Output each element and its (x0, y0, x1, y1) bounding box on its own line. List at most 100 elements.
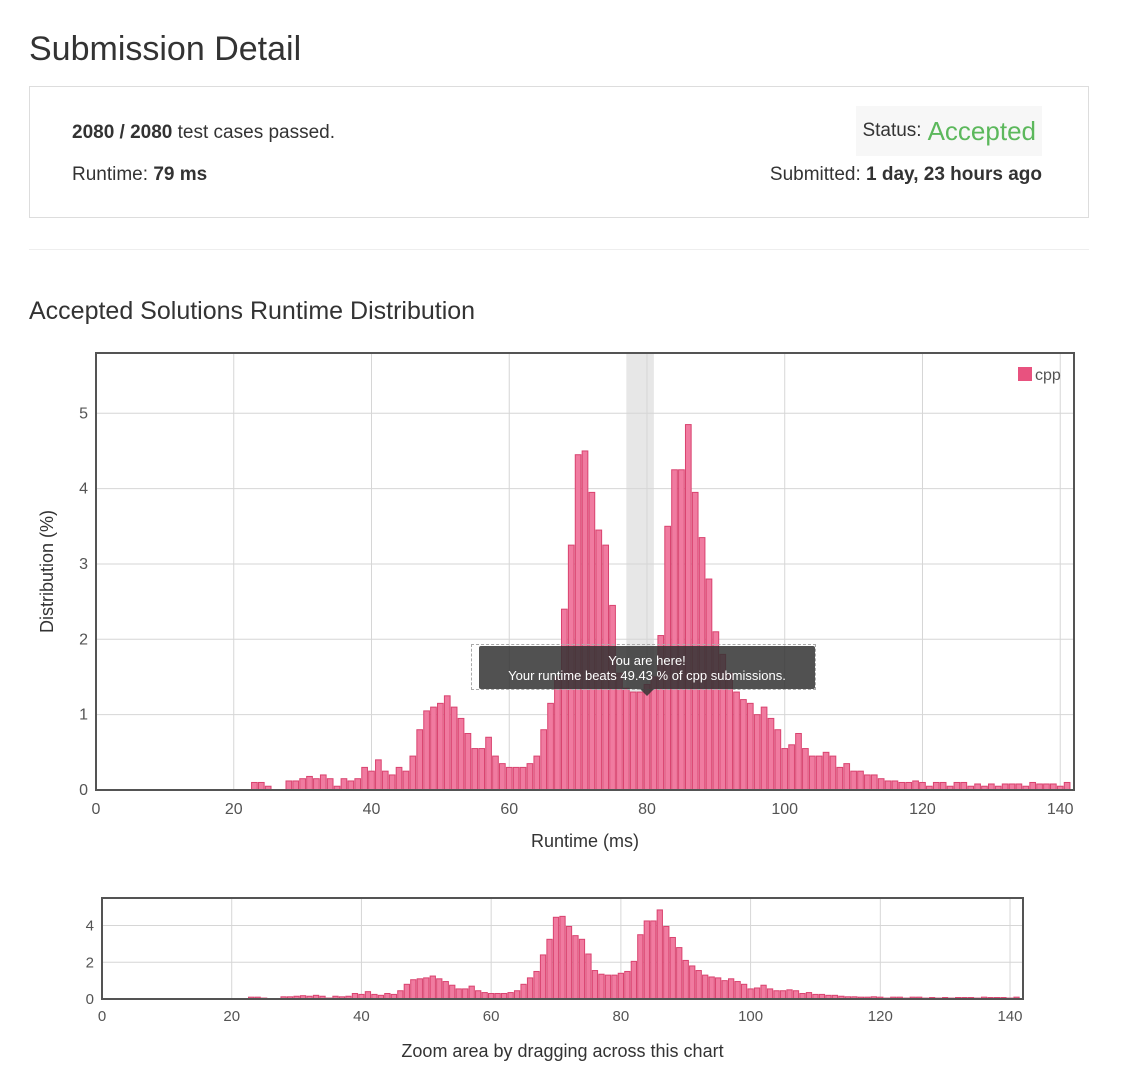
histogram-bar (257, 781, 265, 791)
x-tick-label: 20 (223, 1008, 240, 1025)
histogram-bar (774, 729, 782, 791)
histogram-bar (740, 699, 747, 791)
runtime-distribution-chart[interactable]: 0 20 40 60 80 100 120 140 0 1 2 3 4 5 Runtime (ms) Dist… (0, 340, 1124, 860)
status-block: Status: Accepted (856, 106, 1042, 156)
x-tick-label: 20 (225, 801, 243, 818)
histogram-bar (462, 988, 469, 1000)
histogram-bar (727, 978, 735, 1000)
histogram-bar (682, 959, 689, 1000)
x-tick-label: 60 (500, 801, 518, 818)
y-tick-label: 1 (79, 707, 88, 724)
histogram-bar (708, 976, 715, 1000)
histogram-bar (340, 778, 348, 791)
x-tick-label: 40 (363, 801, 381, 818)
histogram-bar (598, 973, 605, 1000)
histogram-bar (669, 936, 676, 1000)
histogram-bar (513, 990, 521, 1000)
histogram-bar (478, 748, 486, 791)
histogram-bar (581, 450, 589, 791)
test-cases-line: 2080 / 2080 test cases passed. (72, 122, 335, 144)
histogram-bar (611, 974, 618, 1000)
x-tick-label: 40 (353, 1008, 370, 1025)
histogram-bar (760, 984, 767, 1000)
histogram-bar (375, 759, 382, 791)
histogram-bar (678, 469, 685, 791)
histogram-bar (436, 978, 443, 1000)
plot-border (101, 897, 1024, 1000)
section-divider (29, 249, 1089, 250)
histogram-bar (960, 781, 968, 791)
histogram-bar (364, 991, 372, 1000)
x-tick-label: 80 (613, 1008, 630, 1025)
histogram-bar (455, 988, 462, 1000)
histogram-bar (953, 781, 961, 791)
histogram-bar (781, 748, 789, 791)
histogram-bar (829, 755, 837, 791)
submission-summary: 2080 / 2080 test cases passed. Runtime: … (29, 86, 1089, 218)
histogram-bar (630, 960, 637, 1000)
x-tick-label: 120 (868, 1008, 893, 1025)
histogram-bar (912, 780, 919, 791)
histogram-bar (533, 970, 540, 1000)
legend-label: cpp (1035, 367, 1061, 384)
histogram-bar (822, 751, 830, 791)
histogram-bar (368, 770, 375, 791)
histogram-bar (560, 608, 568, 791)
histogram-bar (919, 781, 926, 791)
histogram-bar (629, 691, 637, 791)
histogram-bar (636, 691, 644, 791)
histogram-bar (565, 925, 573, 1000)
histogram-bar (864, 774, 871, 791)
zoom-navigator-chart[interactable]: 0 20 40 60 80 100 120 140 0 2 4 Zoom area by draggi… (0, 885, 1124, 1070)
histogram-bar (485, 736, 492, 791)
y-tick-label: 4 (79, 481, 88, 498)
histogram-bar (361, 766, 368, 791)
histogram-bar (891, 780, 899, 791)
submitted-line: Submitted: 1 day, 23 hours ago (770, 164, 1042, 186)
y-tick-label: 4 (86, 918, 94, 935)
histogram-bar (715, 977, 722, 1000)
histogram-bar (306, 775, 313, 791)
histogram-bar (471, 748, 479, 791)
histogram-bar (656, 909, 663, 1000)
histogram-bar (779, 990, 787, 1000)
histogram-bar (857, 770, 864, 791)
histogram-bar (410, 979, 417, 1000)
histogram-bar (689, 965, 696, 1000)
histogram-bar (808, 755, 816, 791)
histogram-bar (650, 920, 657, 1000)
histogram-bar (786, 989, 793, 1000)
histogram-bar (540, 729, 548, 791)
histogram-bar (726, 672, 733, 791)
histogram-bar (285, 780, 293, 791)
histogram-bar (760, 706, 768, 791)
histogram-bar (898, 781, 906, 791)
submitted-value: 1 day, 23 hours ago (866, 164, 1042, 185)
histogram-bar (547, 702, 554, 791)
status-accepted-link[interactable]: Accepted (927, 115, 1036, 146)
histogram-bar (616, 672, 623, 791)
histogram-bar (795, 732, 802, 791)
x-tick-label: 100 (738, 1008, 763, 1025)
histogram-bar (884, 780, 892, 791)
histogram-bar (684, 424, 692, 791)
x-axis-label: Zoom area by dragging across this chart (401, 1041, 723, 1061)
histogram-bar (622, 687, 630, 791)
test-cases-count: 2080 / 2080 (72, 122, 173, 143)
histogram-bar (624, 970, 631, 1000)
histogram-bar (457, 717, 465, 791)
x-tick-label: 140 (1047, 801, 1074, 818)
histogram-bar (559, 915, 566, 1000)
histogram-bar (409, 755, 417, 791)
histogram-bar (442, 981, 449, 1000)
histogram-bar (499, 763, 506, 791)
x-tick-label: 60 (483, 1008, 500, 1025)
test-cases-suffix: test cases passed. (172, 122, 336, 143)
histogram-bar (643, 684, 651, 791)
histogram-bar (604, 974, 612, 1000)
histogram-bar (492, 755, 499, 791)
submitted-label: Submitted: (769, 164, 867, 185)
y-axis-label: Distribution (%) (37, 510, 57, 633)
histogram-bar (423, 710, 430, 791)
histogram-bar (526, 977, 534, 1000)
